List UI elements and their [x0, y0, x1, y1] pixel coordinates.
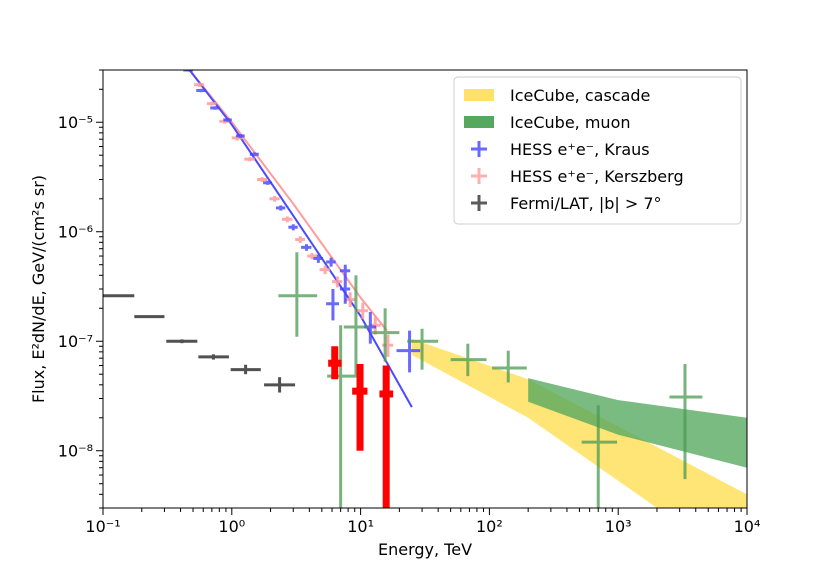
- x-axis-label: Energy, TeV: [378, 540, 472, 559]
- legend-label: Fermi/LAT, |b| > 7°: [510, 194, 662, 213]
- series-fermi-lat-b-7: [103, 294, 296, 393]
- data-point: [257, 177, 268, 182]
- series-hess-e-e-kraus: [183, 70, 421, 373]
- data-point: [339, 264, 351, 277]
- series-hess-e-e-kerszberg: [185, 70, 394, 357]
- y-tick-label: 10⁻⁶: [58, 223, 93, 242]
- legend-item: IceCube, muon: [464, 113, 631, 132]
- data-point: [278, 252, 318, 337]
- legend-item: Fermi/LAT, |b| > 7°: [471, 194, 662, 213]
- data-point: [669, 363, 703, 480]
- data-point: [198, 354, 229, 360]
- band-icecube-muon: [528, 378, 747, 468]
- band-icecube-cascade: [411, 338, 747, 508]
- data-point: [288, 224, 298, 231]
- data-point-layer: [103, 70, 703, 508]
- data-point: [166, 339, 198, 344]
- legend-errorbar-marker: [471, 141, 487, 157]
- data-point: [134, 315, 165, 319]
- data-point: [326, 289, 340, 321]
- band-layer: [411, 338, 747, 508]
- data-point: [206, 101, 217, 106]
- legend-swatch: [464, 116, 494, 128]
- series-red-upper-limits: [328, 346, 394, 508]
- data-point: [352, 363, 368, 451]
- data-point: [379, 365, 394, 508]
- data-point: [343, 275, 368, 377]
- x-axis: 10⁻¹ 10⁰ 10¹ 10² 10³ 10⁴: [85, 508, 760, 536]
- data-point: [326, 257, 336, 267]
- data-point: [264, 377, 296, 393]
- data-point: [210, 106, 220, 110]
- data-point: [295, 236, 305, 243]
- data-point: [244, 157, 255, 162]
- data-point: [407, 328, 439, 370]
- fit-line-layer: [188, 70, 413, 408]
- data-point: [281, 216, 293, 223]
- data-point: [396, 330, 421, 373]
- data-point: [230, 364, 261, 375]
- legend-label: HESS e⁺e⁻, Kraus: [510, 140, 650, 159]
- y-axis-label: Flux, E²dN/dE, GeV/(cm²s sr): [29, 175, 48, 403]
- data-point: [581, 405, 618, 508]
- data-point: [357, 302, 368, 319]
- data-point: [301, 244, 312, 251]
- legend-errorbar-marker: [471, 168, 487, 184]
- data-point: [307, 252, 318, 260]
- data-point: [269, 196, 280, 202]
- data-point: [196, 88, 206, 93]
- data-point: [319, 265, 331, 275]
- data-point: [328, 346, 342, 380]
- data-point: [371, 308, 400, 362]
- x-tick-label: 10¹: [347, 517, 374, 536]
- data-point: [223, 118, 232, 122]
- legend: IceCube, cascade IceCube, muon HESS e⁺e⁻, …: [453, 76, 742, 225]
- y-tick-label: 10⁻⁸: [58, 442, 93, 461]
- legend-item: HESS e⁺e⁻, Kerszberg: [471, 167, 684, 186]
- data-point: [103, 294, 135, 298]
- x-tick-label: 10⁴: [734, 517, 761, 536]
- legend-box: [453, 76, 742, 225]
- line-kraus-fit: [188, 70, 413, 408]
- legend-label: IceCube, muon: [510, 113, 631, 132]
- plot-area: [103, 70, 747, 508]
- data-point: [332, 276, 343, 288]
- data-point: [313, 254, 323, 263]
- legend-errorbar-marker: [471, 195, 487, 211]
- y-tick-label: 10⁻⁷: [58, 332, 93, 351]
- data-point: [339, 276, 351, 304]
- x-tick-label: 10⁻¹: [85, 517, 120, 536]
- data-point: [492, 350, 527, 383]
- series-icecube-segments-green: [278, 252, 703, 508]
- data-point: [249, 152, 259, 157]
- data-point: [275, 205, 286, 211]
- legend-item: IceCube, cascade: [464, 86, 650, 105]
- x-tick-label: 10⁰: [218, 517, 245, 536]
- data-point: [194, 82, 205, 87]
- y-tick-label: 10⁻⁵: [58, 113, 93, 132]
- legend-label: IceCube, cascade: [510, 86, 650, 105]
- data-point: [450, 343, 487, 377]
- legend-label: HESS e⁺e⁻, Kerszberg: [510, 167, 684, 186]
- data-point: [263, 180, 272, 185]
- x-tick-label: 10²: [476, 517, 503, 536]
- y-axis: 10⁻⁸ 10⁻⁷ 10⁻⁶ 10⁻⁵: [58, 69, 103, 509]
- x-tick-label: 10³: [605, 517, 632, 536]
- data-point: [236, 134, 245, 138]
- legend-swatch: [464, 89, 494, 101]
- legend-item: HESS e⁺e⁻, Kraus: [471, 140, 650, 159]
